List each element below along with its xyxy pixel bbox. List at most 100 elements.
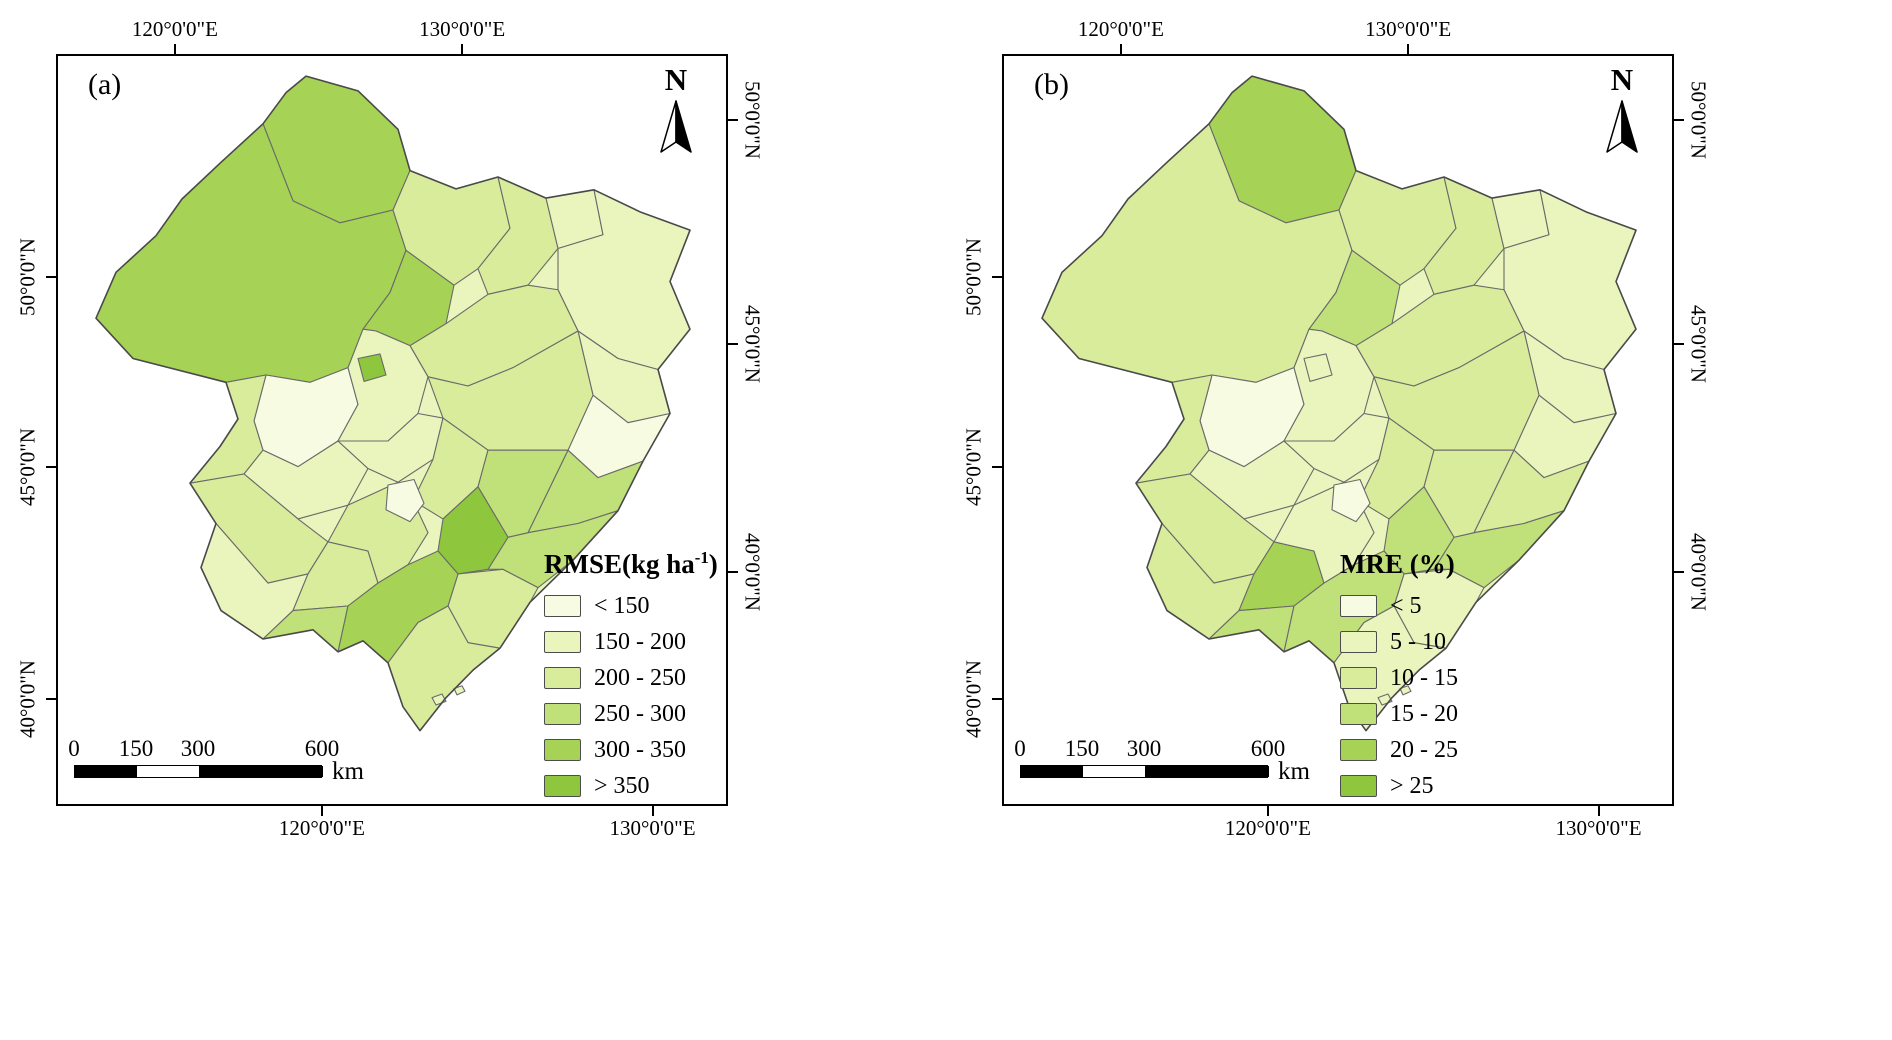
axis-label: 40°0'0"N xyxy=(740,533,765,612)
legend-item: < 5 xyxy=(1340,588,1570,624)
axis-tick xyxy=(46,275,56,278)
legend-item: 10 - 15 xyxy=(1340,660,1570,696)
legend-items: < 5 5 - 10 10 - 15 15 - 20 20 - 25 > 25 xyxy=(1340,588,1570,804)
axis-label: 50°0'0"N xyxy=(1686,80,1711,159)
legend-item: > 25 xyxy=(1340,768,1570,804)
scalebar-tick-label: 300 xyxy=(180,736,216,761)
axis-label: 45°0'0"N xyxy=(740,305,765,383)
axis-label: 120°0'0"E xyxy=(278,816,365,840)
axis-tick xyxy=(46,698,56,701)
axis-label: 40°0'0"N xyxy=(1686,533,1711,612)
axis-label: 130°0'0"E xyxy=(1555,816,1642,840)
axis-label: 50°0'0"N xyxy=(740,80,765,159)
legend-label: 20 - 25 xyxy=(1390,736,1458,763)
legend-label: 300 - 350 xyxy=(594,736,686,763)
legend-item: > 350 xyxy=(544,768,774,804)
axis-label: 120°0'0"E xyxy=(1077,17,1164,41)
axis-label: 45°0'0"N xyxy=(1686,305,1711,383)
legend-label: 200 - 250 xyxy=(594,664,686,691)
legend-swatch xyxy=(1340,667,1377,689)
axis-tick xyxy=(1407,44,1410,54)
legend-swatch xyxy=(1340,775,1377,797)
map-legend: MRE (%) < 5 5 - 10 10 - 15 15 - 20 20 - 25 > … xyxy=(1340,548,1570,804)
panel-a: (a) N RMSE(kg ha-1) < 150 150 - 200 200 - … xyxy=(15,17,765,840)
map-frame: (b) N MRE (%) < 5 5 - 10 10 - 15 15 - 20 20 … xyxy=(1002,54,1674,806)
axis-tick xyxy=(1119,44,1122,54)
axis-tick xyxy=(728,118,738,121)
map-svg xyxy=(1004,56,1672,804)
legend-title-sup: -1 xyxy=(694,548,709,567)
map-region-r26 xyxy=(1332,480,1370,522)
legend-swatch xyxy=(1340,595,1377,617)
scalebar-segment xyxy=(1145,766,1269,777)
scalebar-tick-label: 150 xyxy=(1064,736,1100,761)
scalebar-tick-label: 600 xyxy=(304,736,340,761)
legend-swatch xyxy=(1340,739,1377,761)
legend-swatch xyxy=(1340,703,1377,725)
north-label: N xyxy=(1610,62,1634,97)
north-label: N xyxy=(664,62,688,97)
map-regions xyxy=(96,76,690,731)
panel-b: (b) N MRE (%) < 5 5 - 10 10 - 15 15 - 20 20 … xyxy=(946,0,1892,1040)
axis-tick xyxy=(46,466,56,469)
scalebar-numbers: 0 150 300 600 xyxy=(68,736,394,763)
legend-swatch xyxy=(1340,631,1377,653)
scalebar-tick-label: 600 xyxy=(1250,736,1286,761)
axis-tick xyxy=(320,806,323,816)
axis-tick xyxy=(1597,806,1600,816)
map-region-r16 xyxy=(358,354,386,382)
legend-label: > 25 xyxy=(1390,772,1434,799)
legend-swatch xyxy=(544,631,581,653)
legend-title: MRE (%) xyxy=(1340,548,1570,580)
legend-item: 5 - 10 xyxy=(1340,624,1570,660)
legend-swatch xyxy=(544,775,581,797)
map-region-r33 xyxy=(454,686,465,695)
axis-label: 40°0'0"N xyxy=(961,660,986,739)
legend-title-text: RMSE(kg ha xyxy=(544,549,695,579)
scalebar-segment xyxy=(1021,766,1083,777)
scale-bar: 0 150 300 600 km xyxy=(1014,736,1340,785)
map-frame: (a) N RMSE(kg ha-1) < 150 150 - 200 200 - … xyxy=(56,54,728,806)
axis-tick xyxy=(728,571,738,574)
panel-label: (b) xyxy=(1034,68,1069,101)
scalebar-tick-label: 150 xyxy=(118,736,154,761)
axis-label: 45°0'0"N xyxy=(961,428,986,507)
axis-label: 130°0'0"E xyxy=(419,17,506,41)
scalebar-tick-label: 300 xyxy=(1126,736,1162,761)
axis-tick xyxy=(992,466,1002,469)
legend-label: > 350 xyxy=(594,772,650,799)
axis-label: 130°0'0"E xyxy=(609,816,696,840)
legend-swatch xyxy=(544,667,581,689)
scalebar-segment xyxy=(199,766,323,777)
axis-tick xyxy=(992,275,1002,278)
legend-label: 15 - 20 xyxy=(1390,700,1458,727)
axis-tick xyxy=(1674,342,1684,345)
scalebar-bar xyxy=(74,765,323,778)
scalebar-tick-label: 0 xyxy=(68,736,80,761)
legend-item: 250 - 300 xyxy=(544,696,774,732)
axis-tick xyxy=(1674,118,1684,121)
legend-label: 150 - 200 xyxy=(594,628,686,655)
legend-label: 10 - 15 xyxy=(1390,664,1458,691)
legend-item: 150 - 200 xyxy=(544,624,774,660)
axis-label: 120°0'0"E xyxy=(131,17,218,41)
legend-item: < 150 xyxy=(544,588,774,624)
legend-item: 15 - 20 xyxy=(1340,696,1570,732)
scalebar-unit: km xyxy=(332,758,364,785)
panel-label: (a) xyxy=(88,68,122,101)
scale-bar: 0 150 300 600 km xyxy=(68,736,394,785)
north-arrow: N xyxy=(1594,62,1650,156)
scalebar-segment xyxy=(75,766,137,777)
axis-label: 120°0'0"E xyxy=(1224,816,1311,840)
north-arrow-icon xyxy=(1606,99,1638,153)
legend-swatch xyxy=(544,739,581,761)
scalebar-numbers: 0 150 300 600 xyxy=(1014,736,1340,763)
legend-label: 250 - 300 xyxy=(594,700,686,727)
scalebar-bar xyxy=(1020,765,1269,778)
axis-label: 40°0'0"N xyxy=(15,660,40,739)
north-arrow: N xyxy=(648,62,704,156)
legend-item: 20 - 25 xyxy=(1340,732,1570,768)
axis-tick xyxy=(651,806,654,816)
axis-tick xyxy=(461,44,464,54)
